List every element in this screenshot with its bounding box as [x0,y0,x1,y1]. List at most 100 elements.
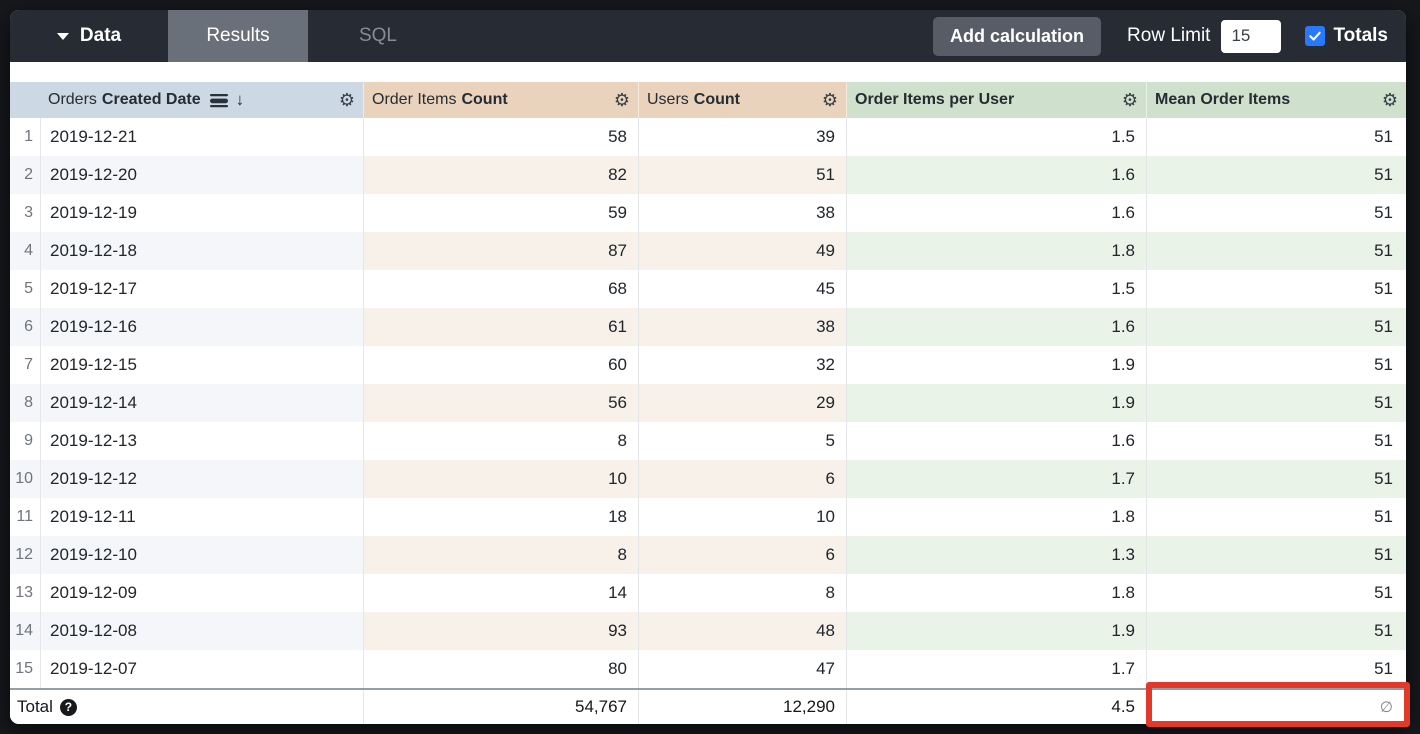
order-items-per-user-cell[interactable]: 1.6 [847,194,1147,232]
row-number-cell[interactable]: 14 [10,612,41,650]
order-items-count-cell[interactable]: 58 [364,118,639,156]
add-calculation-button[interactable]: Add calculation [933,16,1102,56]
users-count-cell[interactable]: 38 [639,194,847,232]
users-count-cell[interactable]: 47 [639,650,847,688]
users-count-cell[interactable]: 49 [639,232,847,270]
row-number-cell[interactable]: 12 [10,536,41,574]
order-items-per-user-cell[interactable]: 1.5 [847,270,1147,308]
sort-desc-arrow-icon[interactable]: ↓ [235,90,245,109]
order-items-count-cell[interactable]: 68 [364,270,639,308]
gear-icon[interactable]: ⚙ [338,90,355,110]
column-header-order-items-count[interactable]: Order Items Count ⚙ [364,82,639,118]
users-count-cell[interactable]: 32 [639,346,847,384]
row-number-cell[interactable]: 5 [10,270,41,308]
mean-order-items-cell[interactable]: 51 [1147,308,1406,346]
orders-created-date-cell[interactable]: 2019-12-09 [41,574,364,612]
orders-created-date-cell[interactable]: 2019-12-19 [41,194,364,232]
mean-order-items-cell[interactable]: 51 [1374,279,1393,298]
row-number-cell[interactable]: 7 [10,346,41,384]
users-count-cell[interactable]: 45 [639,270,847,308]
order-items-per-user-cell[interactable]: 1.6 [847,422,1147,460]
totals-checkbox[interactable] [1305,26,1326,46]
mean-order-items-cell[interactable]: 51 [1374,659,1393,678]
mean-order-items-cell[interactable]: 51 [1147,536,1406,574]
users-count-cell[interactable]: 29 [639,384,847,422]
mean-order-items-cell[interactable]: 51 [1374,355,1393,374]
order-items-per-user-cell[interactable]: 1.8 [847,498,1147,536]
users-count-cell[interactable]: 6 [639,460,847,498]
column-header-mean-order-items[interactable]: Mean Order Items ⚙ [1147,82,1406,118]
mean-order-items-cell[interactable]: 51 [1147,156,1406,194]
order-items-count-cell[interactable]: 14 [364,574,639,612]
order-items-count-cell[interactable]: 8 [364,422,639,460]
order-items-count-cell[interactable]: 59 [364,194,639,232]
tab-results[interactable]: Results [168,10,308,62]
orders-created-date-cell[interactable]: 2019-12-14 [41,384,364,422]
tab-sql[interactable]: SQL [358,25,398,46]
order-items-count-cell[interactable]: 60 [364,346,639,384]
row-number-cell[interactable]: 13 [10,574,41,612]
mean-order-items-cell[interactable]: 51 [1147,460,1406,498]
users-count-cell[interactable]: 51 [639,156,847,194]
row-number-cell[interactable]: 8 [10,384,41,422]
gear-icon[interactable]: ⚙ [1381,90,1398,110]
orders-created-date-cell[interactable]: 2019-12-08 [41,612,364,650]
order-items-count-cell[interactable]: 56 [364,384,639,422]
order-items-count-cell[interactable]: 10 [364,460,639,498]
order-items-per-user-cell[interactable]: 1.6 [847,156,1147,194]
row-number-cell[interactable]: 3 [10,194,41,232]
order-items-per-user-cell[interactable]: 1.3 [847,536,1147,574]
users-count-cell[interactable]: 8 [639,574,847,612]
row-number-cell[interactable]: 15 [10,650,41,688]
users-count-cell[interactable]: 39 [639,118,847,156]
order-items-per-user-cell[interactable]: 1.9 [847,346,1147,384]
order-items-per-user-cell[interactable]: 1.6 [847,308,1147,346]
mean-order-items-cell[interactable]: 51 [1374,127,1393,146]
mean-order-items-cell[interactable]: 51 [1374,507,1393,526]
row-number-cell[interactable]: 6 [10,308,41,346]
row-number-cell[interactable]: 11 [10,498,41,536]
users-count-cell[interactable]: 48 [639,612,847,650]
mean-order-items-cell[interactable]: 51 [1374,431,1393,450]
row-limit-input[interactable] [1221,19,1282,53]
row-number-cell[interactable]: 4 [10,232,41,270]
order-items-per-user-cell[interactable]: 1.9 [847,612,1147,650]
orders-created-date-cell[interactable]: 2019-12-12 [41,460,364,498]
users-count-cell[interactable]: 5 [639,422,847,460]
order-items-per-user-cell[interactable]: 1.7 [847,650,1147,688]
data-section-toggle[interactable]: Data [10,10,168,62]
order-items-per-user-cell[interactable]: 1.9 [847,384,1147,422]
order-items-per-user-cell[interactable]: 1.8 [847,232,1147,270]
mean-order-items-cell[interactable]: 51 [1374,583,1393,602]
orders-created-date-cell[interactable]: 2019-12-16 [41,308,364,346]
order-items-per-user-cell[interactable]: 1.5 [847,118,1147,156]
order-items-count-cell[interactable]: 82 [364,156,639,194]
orders-created-date-cell[interactable]: 2019-12-20 [41,156,364,194]
orders-created-date-cell[interactable]: 2019-12-15 [41,346,364,384]
order-items-count-cell[interactable]: 80 [364,650,639,688]
order-items-count-cell[interactable]: 8 [364,536,639,574]
orders-created-date-cell[interactable]: 2019-12-11 [41,498,364,536]
help-icon[interactable]: ? [59,698,77,716]
orders-created-date-cell[interactable]: 2019-12-13 [41,422,364,460]
orders-created-date-cell[interactable]: 2019-12-17 [41,270,364,308]
orders-created-date-cell[interactable]: 2019-12-18 [41,232,364,270]
orders-created-date-cell[interactable]: 2019-12-21 [41,118,364,156]
gear-icon[interactable]: ⚙ [613,90,630,110]
gear-icon[interactable]: ⚙ [1121,90,1138,110]
order-items-count-cell[interactable]: 61 [364,308,639,346]
order-items-count-cell[interactable]: 93 [364,612,639,650]
row-number-cell[interactable]: 1 [10,118,41,156]
gear-icon[interactable]: ⚙ [821,90,838,110]
mean-order-items-cell[interactable]: 51 [1374,203,1393,222]
mean-order-items-cell[interactable]: 51 [1147,612,1406,650]
order-items-per-user-cell[interactable]: 1.7 [847,460,1147,498]
row-number-cell[interactable]: 2 [10,156,41,194]
users-count-cell[interactable]: 10 [639,498,847,536]
column-header-orders-created-date[interactable]: Orders Created Date ↓ ⚙ [10,82,364,118]
mean-order-items-cell[interactable]: 51 [1147,232,1406,270]
row-number-cell[interactable]: 10 [10,460,41,498]
orders-created-date-cell[interactable]: 2019-12-07 [41,650,364,688]
column-header-order-items-per-user[interactable]: Order Items per User ⚙ [847,82,1147,118]
mean-order-items-cell[interactable]: 51 [1147,384,1406,422]
